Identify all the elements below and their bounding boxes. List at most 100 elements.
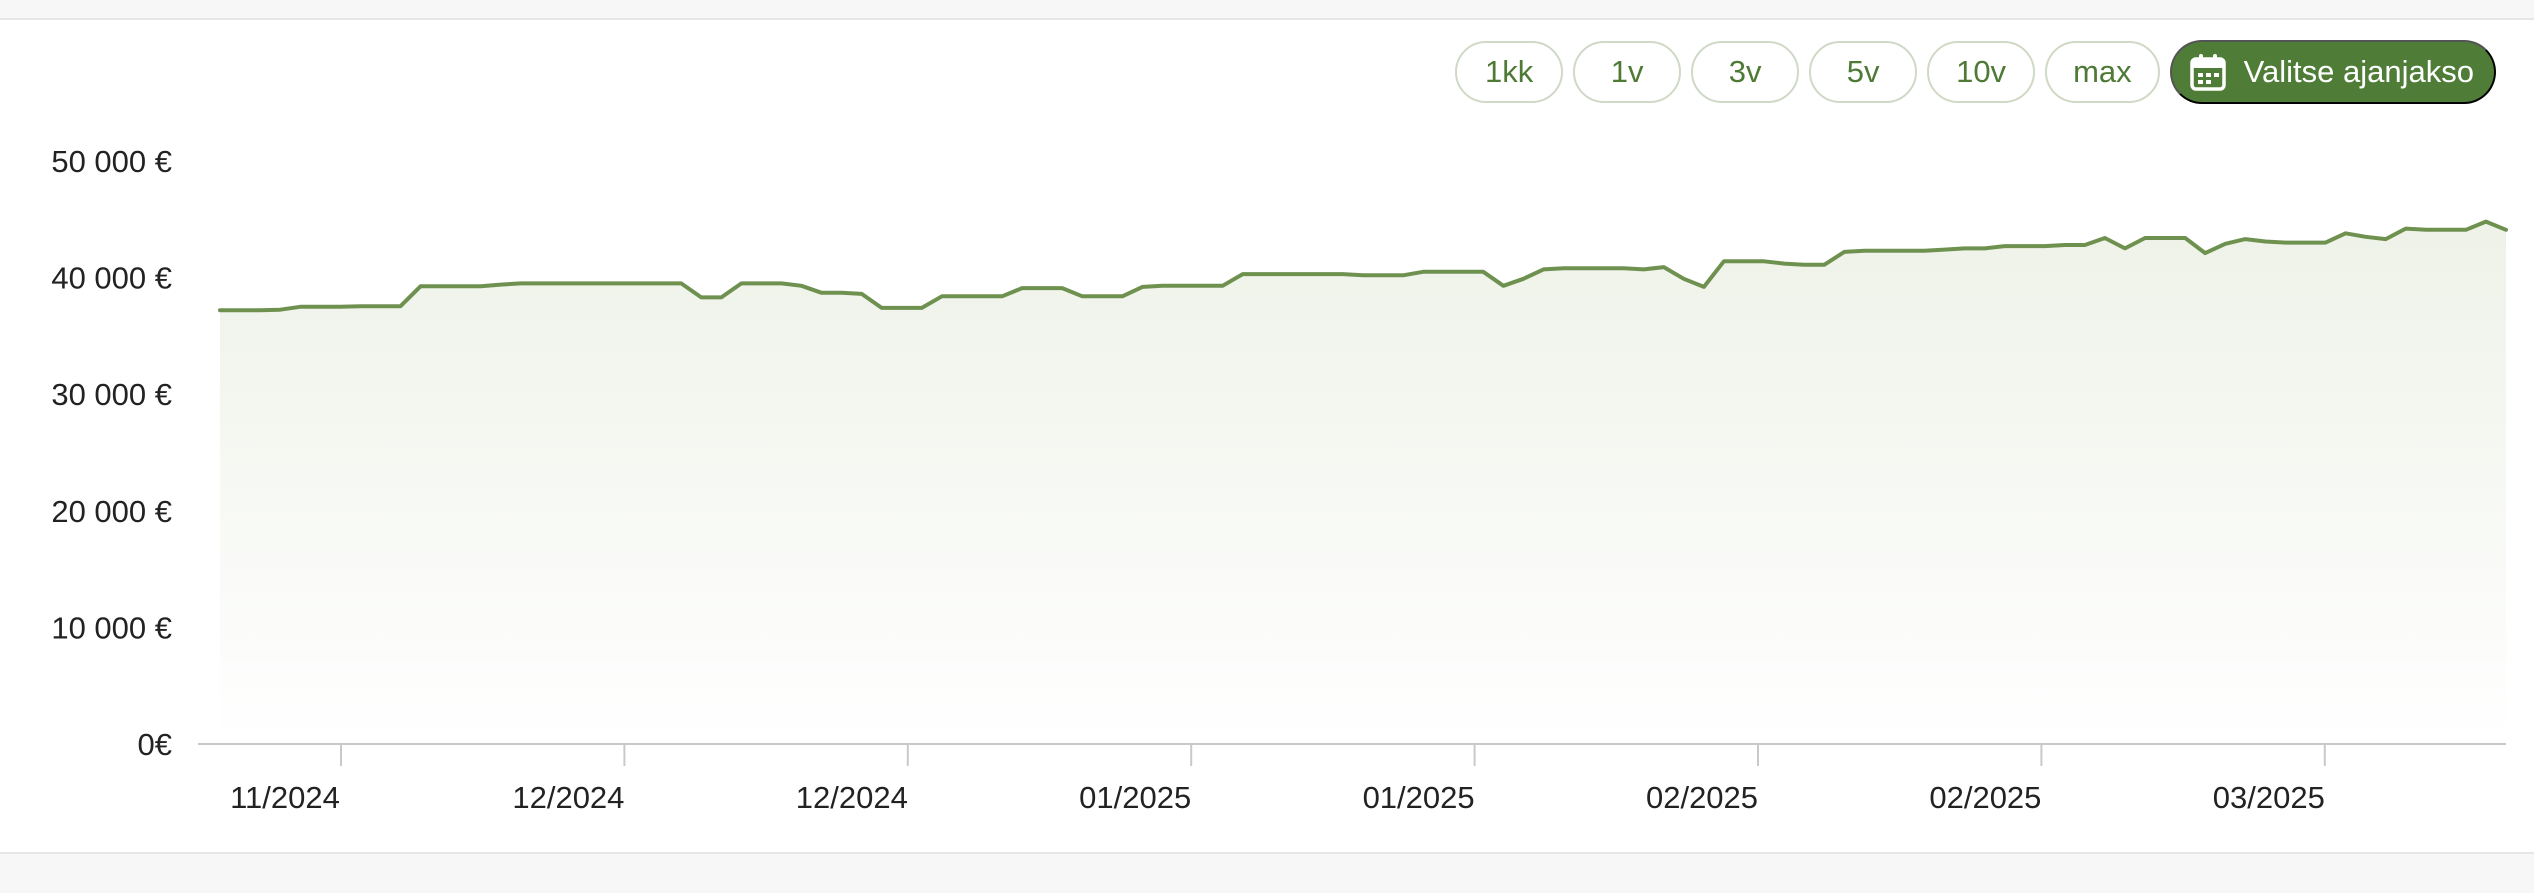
data-point: [2263, 240, 2267, 244]
data-point: [2384, 237, 2388, 241]
data-point: [1060, 286, 1064, 290]
data-point: [2504, 228, 2508, 232]
data-point: [1622, 266, 1626, 270]
y-tick-label: 20 000 €: [51, 494, 172, 529]
select-period-button[interactable]: Valitse ajanjakso: [2169, 40, 2496, 104]
data-point: [1842, 250, 1846, 254]
data-point: [1963, 246, 1967, 250]
data-point: [1361, 273, 1365, 277]
data-point: [1301, 272, 1305, 276]
data-point: [318, 305, 322, 309]
data-point: [1401, 273, 1405, 277]
data-point: [238, 308, 242, 312]
data-point: [579, 281, 583, 285]
data-point: [218, 308, 222, 312]
data-point: [840, 291, 844, 295]
data-point: [2344, 231, 2348, 235]
data-point: [1140, 285, 1144, 289]
data-point: [1702, 285, 1706, 289]
range-5v-button[interactable]: 5v: [1809, 41, 1918, 103]
data-point: [278, 308, 282, 312]
data-point: [2123, 246, 2127, 250]
data-point: [820, 291, 824, 295]
data-point: [559, 281, 563, 285]
data-point: [459, 284, 463, 288]
data-point: [298, 305, 302, 309]
data-point: [2444, 228, 2448, 232]
range-3v-button[interactable]: 3v: [1691, 41, 1800, 103]
data-point: [1341, 272, 1345, 276]
data-point: [900, 306, 904, 310]
data-point: [2143, 236, 2147, 240]
y-tick-label: 0€: [138, 727, 172, 762]
data-point: [1762, 259, 1766, 263]
range-max-button[interactable]: max: [2045, 41, 2160, 103]
x-tick-label: 01/2025: [1079, 780, 1191, 815]
data-point: [699, 295, 703, 299]
x-tick-label: 01/2025: [1363, 780, 1475, 815]
data-point: [960, 294, 964, 298]
data-point: [1882, 249, 1886, 253]
data-point: [1040, 286, 1044, 290]
data-point: [2063, 243, 2067, 247]
data-point: [2003, 244, 2007, 248]
data-point: [1221, 284, 1225, 288]
data-point: [338, 305, 342, 309]
data-point: [599, 281, 603, 285]
data-point: [1100, 294, 1104, 298]
data-point: [1722, 259, 1726, 263]
data-point: [1241, 272, 1245, 276]
data-point: [920, 306, 924, 310]
data-point: [1983, 246, 1987, 250]
data-point: [659, 281, 663, 285]
data-point: [1421, 270, 1425, 274]
data-point: [719, 295, 723, 299]
range-1v-button[interactable]: 1v: [1573, 41, 1682, 103]
data-point: [2043, 244, 2047, 248]
data-point: [419, 284, 423, 288]
data-point: [1020, 286, 1024, 290]
data-point: [1802, 263, 1806, 267]
data-point: [1542, 267, 1546, 271]
data-point: [2203, 251, 2207, 255]
bottom-divider: [0, 854, 2534, 893]
data-point: [1662, 265, 1666, 269]
x-tick-label: 11/2024: [230, 780, 340, 815]
calendar-icon: [2189, 53, 2226, 91]
data-point: [1261, 272, 1265, 276]
data-point: [439, 284, 443, 288]
data-point: [1582, 266, 1586, 270]
data-point: [258, 308, 262, 312]
data-point: [1461, 270, 1465, 274]
data-point: [2404, 227, 2408, 231]
data-point: [2103, 236, 2107, 240]
x-axis-ticks: 11/2024 12/2024 12/2024 01/2025 01/2025 02/20…: [230, 744, 2326, 815]
data-point: [860, 292, 864, 296]
x-tick-label: 02/2025: [1929, 780, 2041, 815]
range-1kk-button[interactable]: 1kk: [1455, 41, 1564, 103]
data-point: [499, 283, 503, 287]
data-point: [2223, 242, 2227, 246]
x-tick-label: 02/2025: [1646, 780, 1758, 815]
data-point: [980, 294, 984, 298]
data-point: [1381, 273, 1385, 277]
y-tick-label: 40 000 €: [51, 261, 172, 296]
y-tick-label: 10 000 €: [51, 610, 172, 645]
data-point: [1281, 272, 1285, 276]
data-point: [1742, 259, 1746, 263]
data-point: [1201, 284, 1205, 288]
data-point: [2304, 241, 2308, 245]
data-point: [1321, 272, 1325, 276]
data-point: [1923, 249, 1927, 253]
data-point: [539, 281, 543, 285]
range-10v-button[interactable]: 10v: [1927, 41, 2036, 103]
select-period-label: Valitse ajanjakso: [2243, 54, 2474, 89]
range-selector: 1kk 1v 3v 5v 10v max Valitse ajanjakso: [1455, 40, 2496, 104]
data-point: [519, 281, 523, 285]
x-tick-label: 12/2024: [512, 780, 624, 815]
data-point: [358, 304, 362, 308]
series-area: [220, 221, 2506, 745]
data-point: [378, 304, 382, 308]
data-point: [1562, 266, 1566, 270]
